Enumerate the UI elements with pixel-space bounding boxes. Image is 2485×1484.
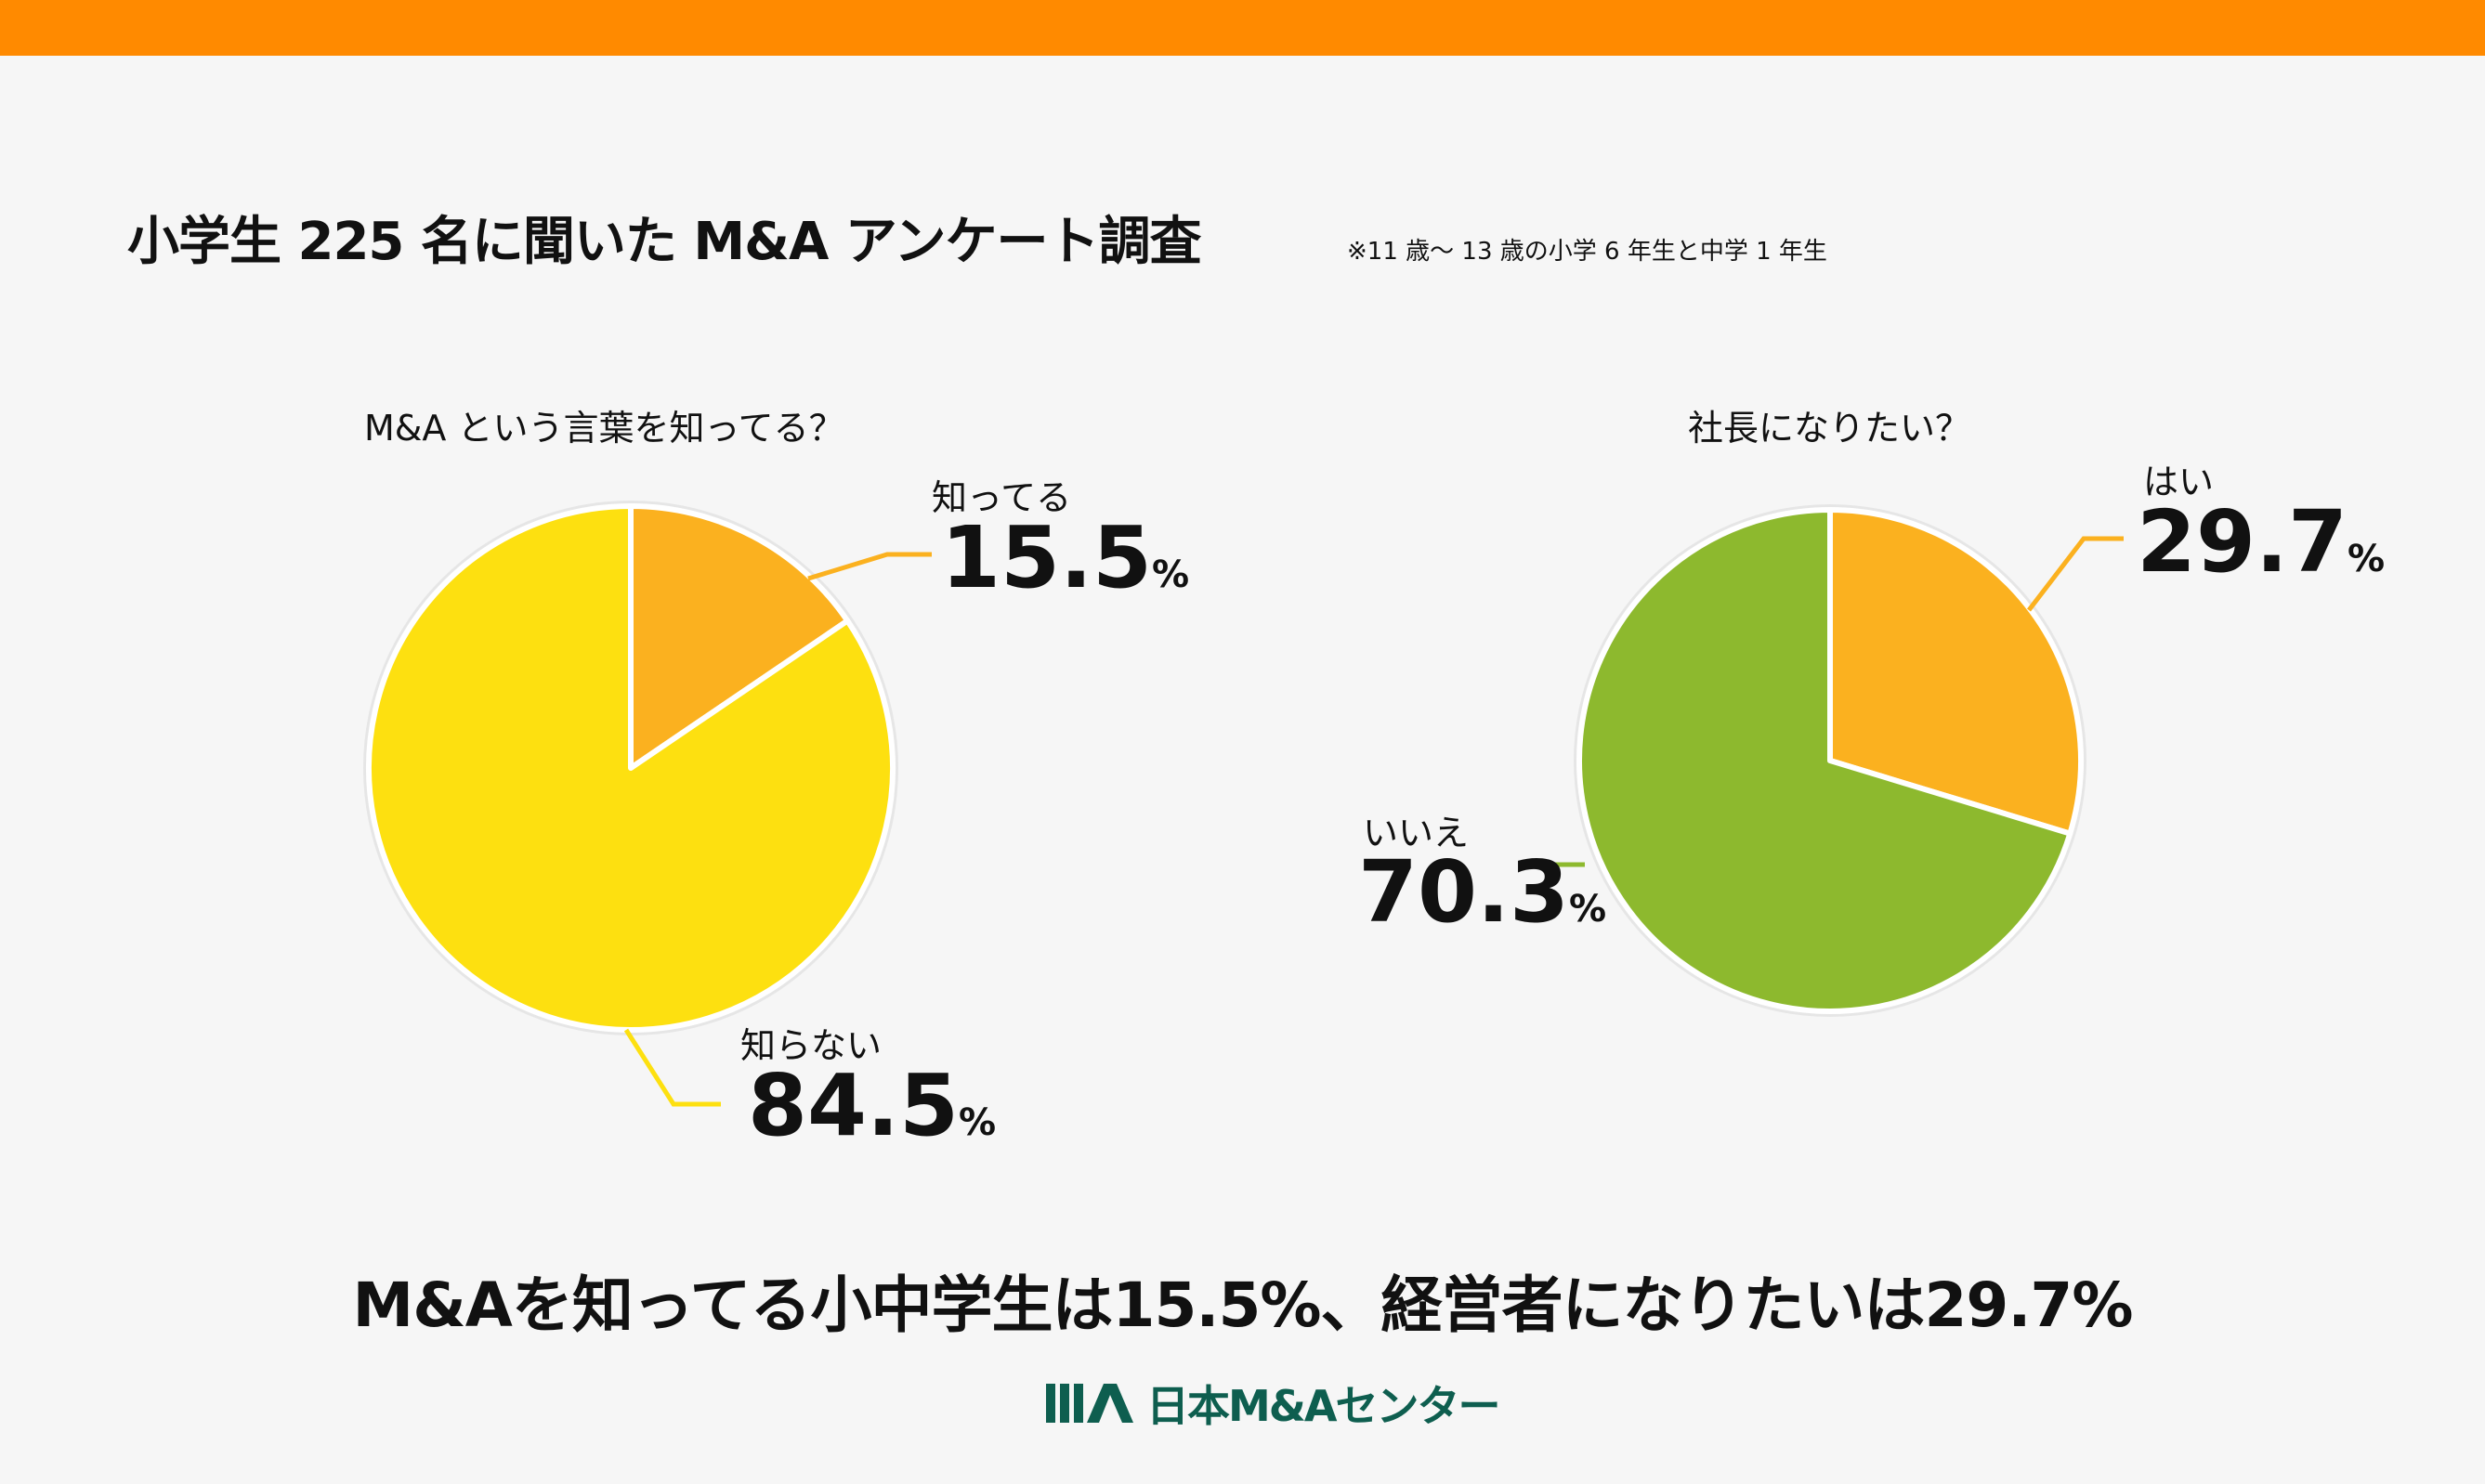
pie-slice-2 xyxy=(366,503,896,1033)
company-logo: 日本M&Aセンター xyxy=(1046,1373,1500,1434)
chart2-value-no: 70.3% xyxy=(1358,850,1606,935)
unit: % xyxy=(1569,888,1607,931)
value: 84.5 xyxy=(748,1056,959,1155)
chart1-label-know: 知ってる xyxy=(932,477,1072,518)
chart1-value-dontknow: 84.5% xyxy=(748,1063,996,1149)
chart1-value-know: 15.5% xyxy=(941,515,1189,601)
survey-note: ※11 歳〜 13 歳の小学 6 年生と中学 1 年生 xyxy=(1347,238,1827,266)
summary-headline: M&Aを知ってる小中学生は15.5%、経営者になりたいは29.7% xyxy=(352,1269,2134,1341)
chart1-title: M&A という言葉を知ってる？ xyxy=(364,408,844,449)
leader-line-1 xyxy=(807,552,932,581)
value: 29.7 xyxy=(2137,492,2348,592)
pie-slice-1 xyxy=(628,503,851,771)
logo-text: 日本M&Aセンター xyxy=(1146,1381,1500,1431)
pie-slice-1 xyxy=(1827,507,2084,837)
chart1-label-dontknow: 知らない xyxy=(740,1025,883,1066)
chart2-label-no: いいえ xyxy=(1363,813,1470,853)
value: 15.5 xyxy=(941,508,1152,607)
unit: % xyxy=(959,1101,997,1144)
leader-line-1 xyxy=(2027,536,2124,612)
chart2-label-yes: はい xyxy=(2143,462,2215,502)
pie-slice-2 xyxy=(1576,507,2073,1014)
chart2-title: 社長になりたい？ xyxy=(1688,408,1971,449)
page-title: 小学生 225 名に聞いた M&A アンケート調査 xyxy=(127,212,1202,272)
chart2-value-yes: 29.7% xyxy=(2137,500,2385,585)
leader-line-2 xyxy=(623,1028,721,1107)
logo-mark-icon xyxy=(1046,1384,1133,1423)
unit: % xyxy=(1152,553,1190,596)
value: 70.3 xyxy=(1358,842,1569,942)
header-bar xyxy=(0,0,2485,56)
unit: % xyxy=(2348,538,2386,580)
